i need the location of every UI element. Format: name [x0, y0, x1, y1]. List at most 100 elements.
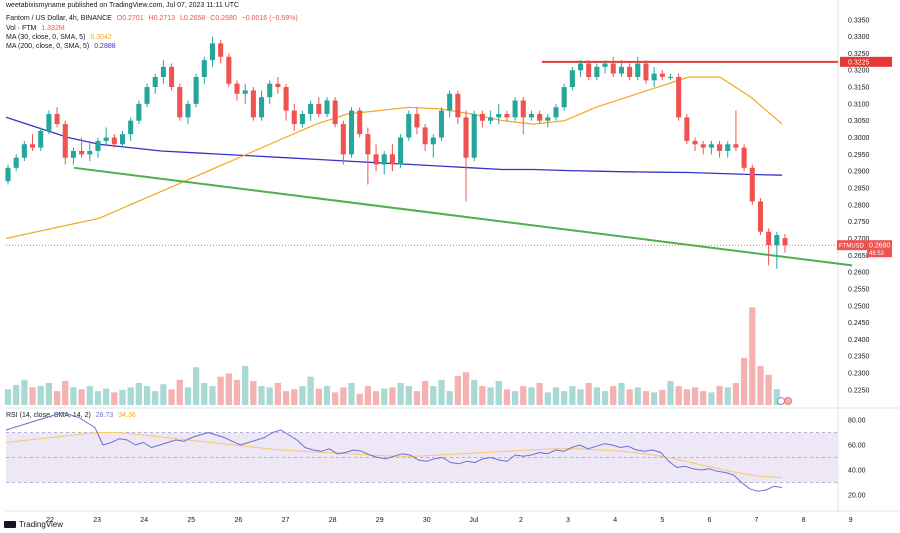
volume-bar — [111, 392, 118, 405]
candle-body — [201, 60, 207, 77]
candle — [201, 56, 207, 84]
candle — [455, 90, 461, 125]
candle — [218, 39, 224, 64]
ma30-legend[interactable]: MA (30, close, 0, SMA, 5) 0.3042 — [6, 34, 115, 41]
candle — [193, 73, 199, 108]
candle-body — [422, 127, 428, 145]
candle — [340, 120, 346, 165]
candle — [185, 100, 191, 125]
volume-bar — [593, 387, 601, 405]
candle — [267, 80, 273, 104]
candle — [95, 137, 101, 158]
candle — [717, 140, 723, 158]
volume-bar — [332, 392, 339, 405]
candle — [79, 137, 85, 158]
volume-label: Vol · FTM — [6, 25, 37, 32]
candle — [749, 164, 755, 205]
candle-body — [152, 76, 158, 88]
volume-bar — [397, 382, 404, 405]
volume-bar — [732, 382, 740, 405]
volume-bar — [708, 392, 715, 405]
candle-body — [635, 63, 641, 77]
candle — [348, 107, 355, 158]
candle — [398, 134, 404, 168]
candle — [21, 140, 27, 162]
candle-body — [700, 144, 706, 148]
volume-bar — [610, 386, 617, 405]
rsi-tick-label: 80.00 — [848, 418, 866, 425]
candle — [479, 110, 485, 128]
volume-bar — [184, 387, 192, 405]
candle-body — [275, 83, 281, 88]
candle-body — [455, 93, 461, 118]
volume-bar — [773, 389, 780, 405]
ohlc-low: L0.2658 — [180, 15, 206, 22]
candle — [389, 144, 395, 172]
candle-body — [733, 144, 739, 148]
volume-bar — [471, 379, 478, 405]
candle-body — [218, 43, 224, 57]
time-tick-label: 30 — [423, 517, 431, 524]
candle-body — [21, 144, 27, 158]
volume-bar — [691, 387, 699, 405]
candle-body — [537, 113, 543, 121]
candle — [594, 63, 600, 81]
publish-info: weetabixismyname published on TradingVie… — [6, 2, 240, 9]
volume-bar — [160, 384, 167, 405]
candle-body — [430, 137, 436, 145]
candle — [38, 127, 44, 151]
ma200-legend[interactable]: MA (200, close, 0, SMA, 5) 0.2888 — [6, 43, 119, 50]
time-tick-label: 7 — [755, 517, 759, 524]
candle — [496, 103, 502, 125]
candle — [87, 140, 93, 162]
time-tick-label: 26 — [235, 517, 243, 524]
time-tick-label: 27 — [282, 517, 290, 524]
price-tick-label: 0.2350 — [848, 354, 870, 361]
time-tick-label: 29 — [376, 517, 384, 524]
candle — [725, 140, 731, 158]
candle-body — [144, 87, 150, 104]
volume-bar — [642, 391, 650, 405]
rsi-legend[interactable]: RSI (14, close, SMA, 14, 2) 26.73 34.36 — [6, 412, 139, 419]
last-price-tag — [867, 240, 892, 258]
time-tick-label: 8 — [802, 517, 806, 524]
candle-body — [610, 63, 616, 74]
candle-body — [365, 134, 371, 155]
time-tick-label: 5 — [660, 517, 664, 524]
rsi-tick-label: 60.00 — [848, 443, 866, 450]
volume-bar — [520, 386, 527, 405]
candle — [160, 60, 166, 84]
price-tick-label: 0.2650 — [848, 253, 870, 260]
volume-bar — [225, 373, 232, 405]
volume-bar — [372, 391, 380, 405]
volume-legend[interactable]: Vol · FTM 1.332M — [6, 25, 68, 32]
candle-body — [602, 63, 608, 67]
candle-body — [725, 144, 731, 151]
candle — [169, 63, 175, 91]
candle — [602, 60, 608, 74]
candle — [144, 83, 150, 108]
candle-body — [406, 113, 412, 138]
volume-bar — [323, 386, 331, 405]
volume-bar — [103, 388, 110, 405]
candle-body — [62, 124, 68, 158]
candle-body — [169, 66, 175, 88]
price-tick-label: 0.2750 — [848, 219, 870, 226]
time-tick-label: 4 — [613, 517, 617, 524]
candle-body — [520, 100, 526, 118]
volume-bar — [242, 365, 249, 405]
rsi-tick-label: 20.00 — [848, 493, 866, 500]
candle — [618, 60, 624, 77]
volume-bar — [168, 389, 175, 405]
volume-bar — [700, 391, 707, 405]
candle — [332, 97, 338, 128]
candle — [414, 107, 420, 135]
volume-bar — [413, 391, 421, 405]
candle — [700, 140, 706, 155]
candle-body — [627, 66, 633, 77]
candle-body — [332, 100, 338, 125]
volume-bar — [176, 379, 183, 405]
candle-body — [291, 110, 297, 125]
candle — [70, 147, 76, 165]
